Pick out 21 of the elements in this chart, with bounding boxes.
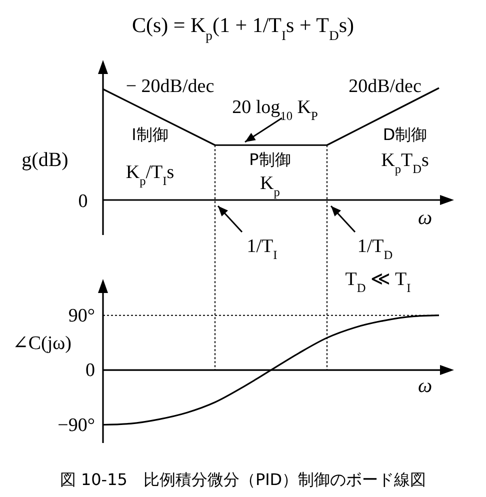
y-tick-label: 0 (86, 360, 95, 382)
chart-title: C(s) = K$_{p}$(1 + 1/T$_{I}$s + T$_{D}$s) (132, 13, 354, 42)
annotation: K$_{p}$T$_{D}$s (381, 150, 429, 176)
annotation: K$_{p}$/T$_{I}$s (126, 162, 174, 188)
annotation: T$_{D}$ ≪ T$_{I}$ (345, 269, 411, 295)
annotation: − 20dB/dec (126, 76, 214, 97)
x-axis-title: ω (418, 207, 432, 229)
annotation: P制御 (249, 150, 291, 169)
y-tick-label: −90° (58, 414, 95, 436)
x-axis-title: ω (418, 375, 432, 397)
annotation: K$_{p}$ (260, 173, 280, 199)
annotation: 20 log$_{10}$ K$_{P}$ (232, 97, 318, 123)
y-tick-label: 90° (68, 305, 95, 326)
caption: 図 10-15 比例積分微分（PID）制御のボード線図 (60, 470, 426, 489)
annotation: I制御 (132, 125, 168, 144)
annotation: 20dB/dec (348, 76, 422, 97)
text: 1/T$_{I}$ (246, 236, 278, 262)
annotation: D制御 (382, 125, 428, 144)
y-axis-title: g(dB) (22, 149, 68, 171)
y-axis-title: ∠C(jω) (12, 333, 72, 354)
text: 1/T$_{D}$ (357, 236, 393, 262)
